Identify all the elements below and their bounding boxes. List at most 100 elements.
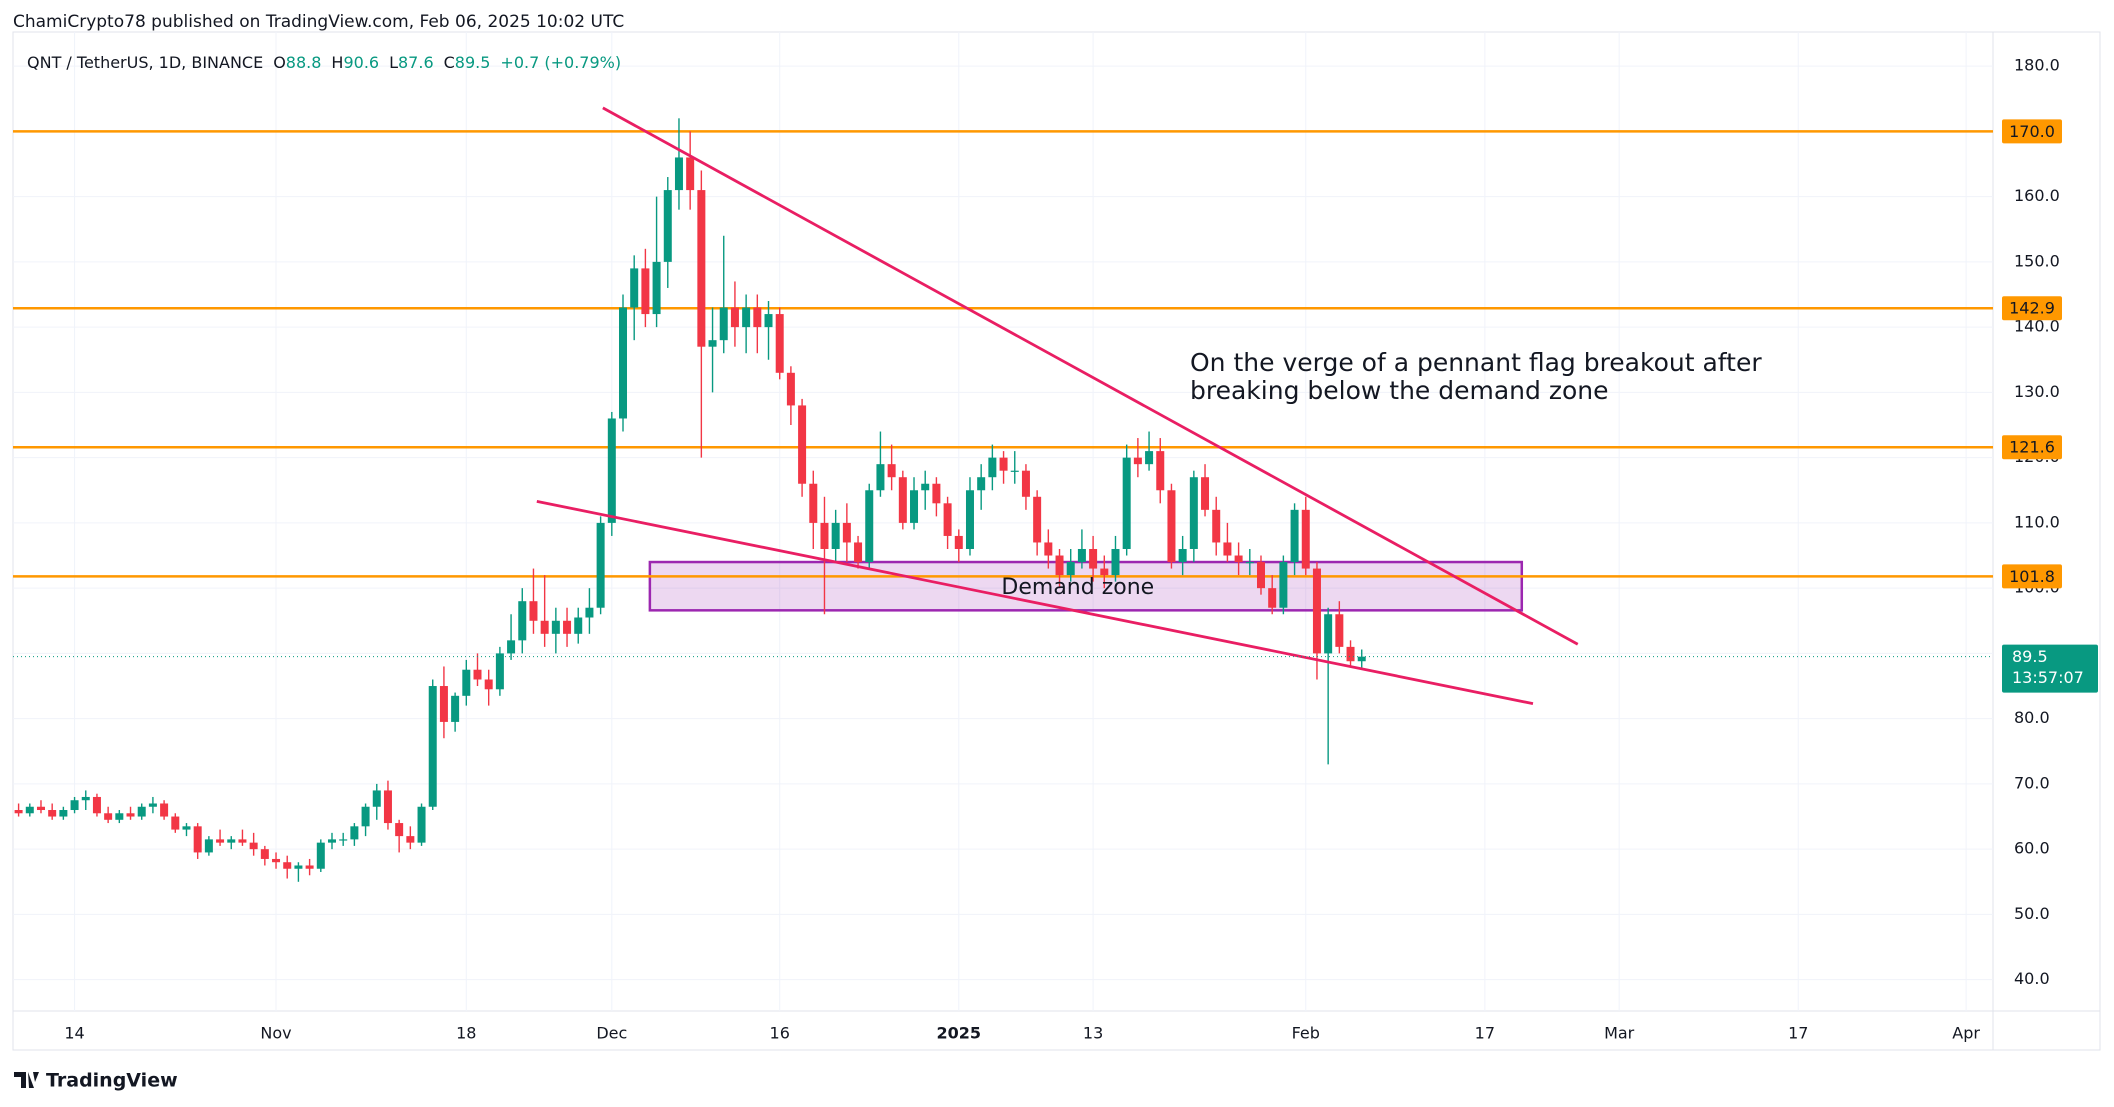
candle-body (887, 464, 896, 478)
candle-body (842, 522, 851, 543)
candle-body (1201, 477, 1210, 510)
y-tick-label: 70.0 (2014, 773, 2050, 792)
candle-body (1111, 548, 1120, 576)
candle-body (1089, 548, 1098, 569)
candle-body (462, 669, 471, 696)
y-tick-label: 50.0 (2014, 904, 2050, 923)
candle-body (126, 813, 135, 817)
x-tick-label: 2025 (937, 1024, 982, 1043)
candle-body (1335, 614, 1344, 647)
candle-body (81, 796, 90, 801)
candle-body (977, 477, 986, 491)
ohlc-value: 90.6 (343, 53, 379, 72)
level-label: 170.0 (2009, 122, 2055, 141)
candle-body (630, 268, 639, 308)
level-label: 101.8 (2009, 567, 2055, 586)
candle-body (1077, 548, 1086, 563)
candle-body (249, 842, 258, 850)
level-label: 121.6 (2009, 438, 2055, 457)
last-price-box (2002, 644, 2098, 693)
candle-body (563, 620, 572, 634)
candle-body (283, 862, 292, 869)
level-label-box (2002, 564, 2062, 589)
candle-body (921, 483, 930, 491)
candle-body (406, 836, 415, 843)
candle-body (1301, 509, 1310, 569)
candle-body (1066, 562, 1075, 576)
candle-body (775, 314, 784, 373)
candle-body (831, 522, 840, 549)
candle-body (92, 796, 101, 814)
candle-body (854, 542, 863, 563)
candle-body (1021, 470, 1030, 497)
logo-mark (14, 1072, 39, 1088)
candle-body (809, 483, 818, 523)
candle-body (227, 839, 236, 843)
candle-body (148, 803, 157, 807)
candle-body (910, 490, 919, 523)
candle-body (1178, 548, 1187, 563)
trendline (536, 499, 1534, 706)
candle-body (1234, 555, 1243, 563)
candle-body (305, 865, 314, 869)
candle-body (260, 849, 269, 859)
x-tick-label: Feb (1292, 1024, 1320, 1043)
x-tick-label: Apr (1952, 1024, 1980, 1043)
candle-body (1256, 562, 1265, 589)
candle-body (70, 800, 79, 811)
x-tick-label: 14 (64, 1024, 84, 1043)
level-label: 142.9 (2009, 299, 2055, 318)
x-tick-label: 13 (1083, 1024, 1103, 1043)
x-tick-label: 18 (456, 1024, 476, 1043)
candle-body (495, 653, 504, 690)
candle-body (1100, 568, 1109, 576)
annotation-text: breaking below the demand zone (1190, 376, 1608, 405)
candle-body (1290, 509, 1299, 563)
y-tick-label: 130.0 (2014, 382, 2060, 401)
candle-body (507, 640, 516, 654)
candle-body (596, 522, 605, 608)
candle-body (350, 826, 359, 840)
candle-body (1189, 477, 1198, 549)
y-tick-label: 110.0 (2014, 512, 2060, 531)
candle-body (484, 679, 493, 690)
candle-body (439, 686, 448, 722)
candle-body (14, 810, 23, 814)
ohlc-value: 87.6 (398, 53, 434, 72)
candle-body (999, 457, 1008, 471)
candle-body (36, 806, 45, 811)
candle-body (641, 268, 650, 315)
candle-body (1223, 542, 1232, 556)
trendline (602, 106, 1579, 646)
candle-body (1044, 542, 1053, 556)
candle-body (954, 535, 963, 549)
candle-body (171, 816, 180, 830)
x-tick-label: Mar (1604, 1024, 1635, 1043)
candle-body (294, 865, 303, 869)
candle-body (965, 490, 974, 549)
candle-body (204, 839, 213, 853)
candle-body (327, 839, 336, 843)
candle-body (663, 190, 672, 262)
candle-body (529, 601, 538, 621)
candle-body (59, 810, 68, 817)
zone-label: Demand zone (1001, 575, 1154, 600)
candle-body (932, 483, 941, 504)
ohlc-prefix: O (273, 53, 286, 72)
candle-body (1156, 451, 1165, 491)
candle-body (1279, 562, 1288, 608)
candle-body (686, 157, 695, 191)
candle-body (1122, 457, 1131, 549)
ohlc-value: 88.8 (286, 53, 322, 72)
candle-body (786, 372, 795, 406)
y-tick-label: 60.0 (2014, 839, 2050, 858)
candle-body (551, 620, 560, 634)
candle-body (428, 686, 437, 807)
last-price-label: 89.5 (2012, 647, 2048, 666)
candle-body (104, 813, 113, 820)
level-label-box (2002, 296, 2062, 321)
candle-body (316, 842, 325, 869)
candle-body (1033, 496, 1042, 543)
